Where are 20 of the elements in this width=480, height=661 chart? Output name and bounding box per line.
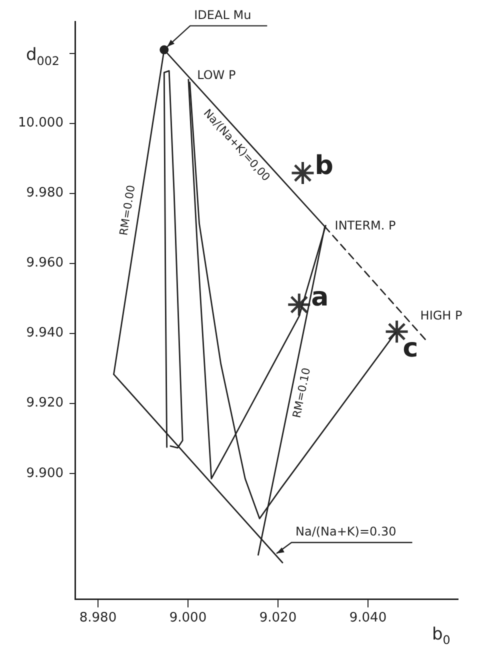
y-tick-label: 9.960 xyxy=(26,256,64,271)
y-tick-label: 9.900 xyxy=(26,466,64,481)
x-tick-label: 9.040 xyxy=(349,610,387,626)
annotation: b xyxy=(314,150,334,181)
annotation: a xyxy=(311,282,329,312)
annotation: IDEAL Mu xyxy=(194,8,252,22)
y-tick-label: 10.000 xyxy=(18,116,64,131)
y-tick-label: 9.980 xyxy=(26,186,64,201)
annotation: HIGH P xyxy=(420,308,462,322)
x-tick-label: 8.980 xyxy=(79,610,117,626)
text: RM=0.10 xyxy=(290,366,314,420)
annotation: INTERM. P xyxy=(334,218,396,233)
annotation: c xyxy=(402,333,418,364)
x-tick-label: 9.020 xyxy=(259,610,297,626)
annotation: Na/(Na+K)=0.30 xyxy=(295,524,396,539)
annotation: LOW P xyxy=(197,68,236,82)
x-tick-label: 9.000 xyxy=(169,610,207,626)
text: RM=0.00 xyxy=(117,184,138,236)
y-tick-label: 9.940 xyxy=(26,326,64,341)
y-tick-label: 9.920 xyxy=(26,396,64,411)
